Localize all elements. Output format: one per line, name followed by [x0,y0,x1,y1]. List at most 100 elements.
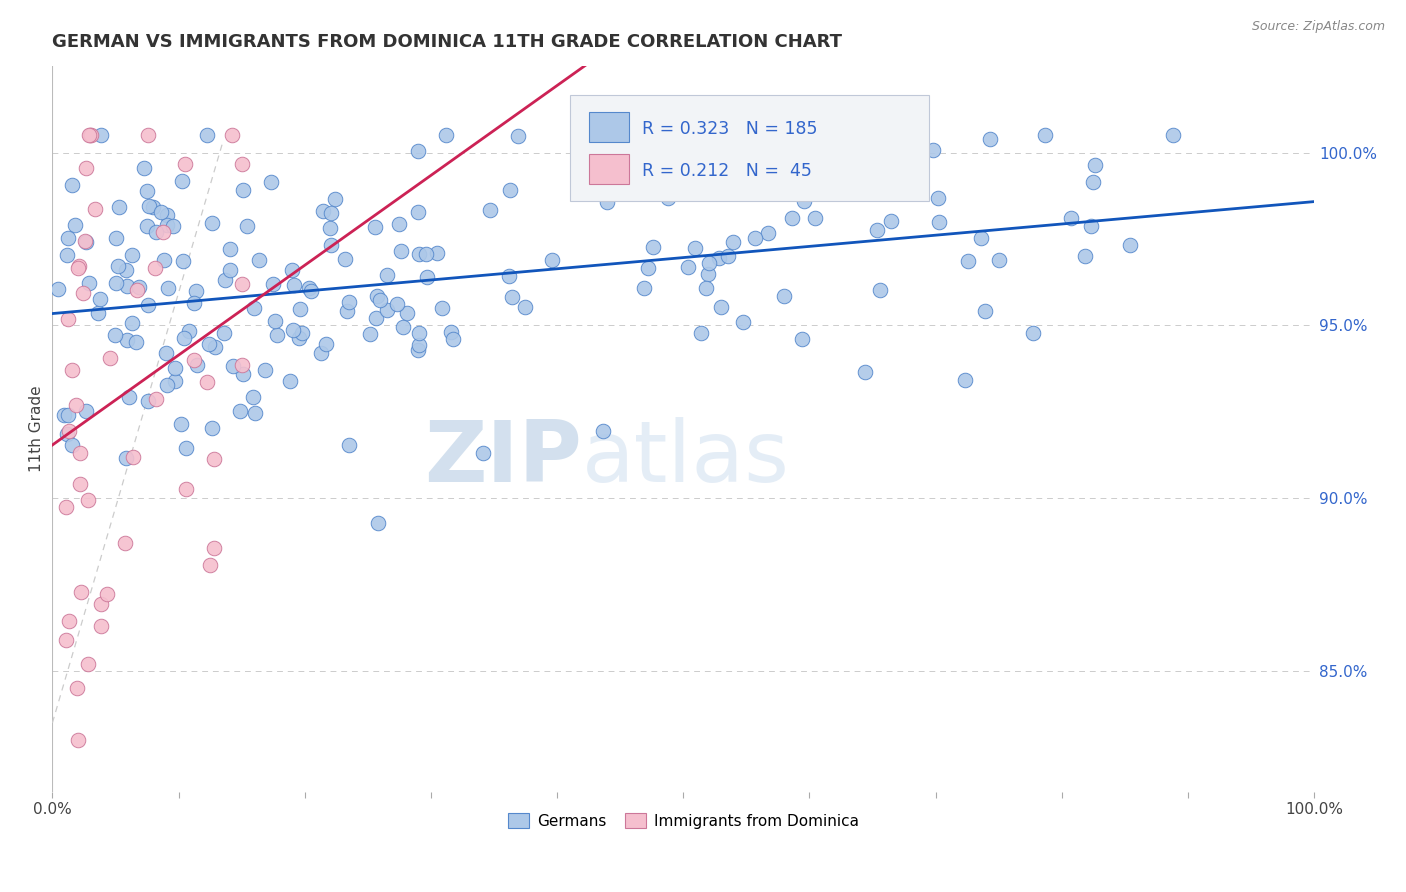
Point [201,421,224,435]
Point [641,240,664,254]
Point [107,200,129,214]
Point [501,290,523,304]
Point [375,303,398,318]
Point [156,218,179,232]
Point [58,424,80,438]
Point [1161,128,1184,143]
Point [315,337,337,351]
Point [170,417,193,431]
Point [53,409,76,423]
Point [60,178,83,193]
Point [183,353,205,368]
Point [541,253,564,268]
Point [1084,158,1107,172]
Point [118,390,141,404]
Point [121,248,143,262]
Point [202,452,225,467]
Point [79,276,101,290]
Point [76,492,98,507]
Point [135,219,157,233]
Point [135,184,157,198]
Point [697,256,720,270]
Point [231,358,253,372]
Point [717,249,740,263]
Point [172,254,194,268]
Point [283,277,305,292]
Text: R = 0.212   N =  45: R = 0.212 N = 45 [641,161,811,180]
Point [710,300,733,314]
Point [408,338,430,352]
Point [107,259,129,273]
Point [231,157,253,171]
Point [499,183,522,197]
Point [633,281,655,295]
Point [83,202,105,216]
Point [298,281,321,295]
Point [145,392,167,406]
Point [869,284,891,298]
Point [783,167,806,181]
Point [117,278,139,293]
Point [880,214,903,228]
Point [406,145,429,159]
Point [416,270,439,285]
Point [323,192,346,206]
Point [415,247,437,261]
Point [1080,219,1102,233]
Point [229,404,252,418]
Point [281,263,304,277]
Point [299,284,322,298]
Point [104,328,127,343]
Point [359,326,381,341]
Point [165,361,187,376]
Point [156,378,179,392]
Point [162,219,184,233]
Point [364,311,387,326]
Text: GERMAN VS IMMIGRANTS FROM DOMINICA 11TH GRADE CORRELATION CHART: GERMAN VS IMMIGRANTS FROM DOMINICA 11TH … [52,33,842,51]
Point [80,128,103,143]
Point [136,298,159,312]
Point [152,225,174,239]
Point [198,558,221,572]
Point [339,438,361,452]
Point [67,261,90,276]
Point [195,128,218,143]
Point [262,277,284,291]
Point [176,441,198,455]
Point [115,333,138,347]
Point [75,161,97,175]
Point [56,312,79,326]
Point [922,143,945,157]
Point [690,326,713,340]
Point [232,183,254,197]
Point [156,281,179,295]
Point [243,301,266,315]
Point [56,231,79,245]
Point [366,289,388,303]
Point [114,535,136,549]
Point [56,409,79,423]
Point [408,326,430,340]
Point [236,219,259,234]
Point [388,217,411,231]
Point [98,351,121,365]
Point [247,253,270,268]
Legend: Germans, Immigrants from Dominica: Germans, Immigrants from Dominica [502,807,865,835]
Point [506,129,529,144]
Point [138,198,160,212]
Point [741,128,763,143]
Text: R = 0.323   N = 185: R = 0.323 N = 185 [641,120,817,138]
Point [657,191,679,205]
Point [408,247,430,261]
Point [957,253,980,268]
Point [596,195,619,210]
Point [62,438,84,452]
Point [115,450,138,465]
Point [685,241,707,255]
Point [186,284,208,298]
Point [183,296,205,310]
Point [195,375,218,389]
Point [174,482,197,496]
Point [172,174,194,188]
Point [756,227,779,241]
